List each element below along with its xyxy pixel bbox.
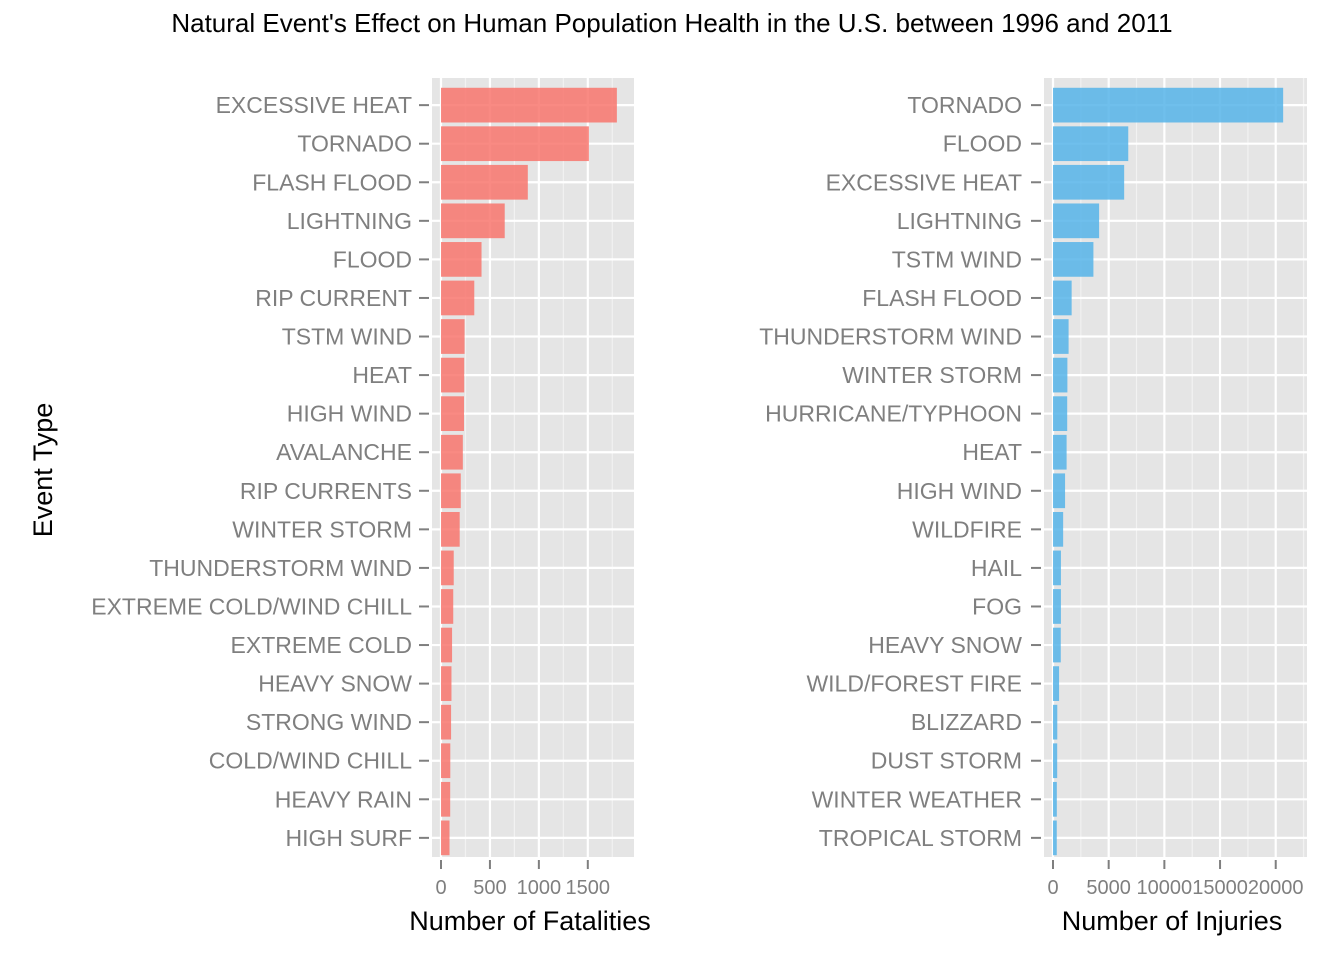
bar-16: [1053, 666, 1060, 701]
category-label: WINTER STORM: [842, 362, 1022, 388]
category-label: LIGHTNING: [897, 208, 1022, 234]
category-label: STRONG WIND: [246, 709, 412, 735]
category-label: TSTM WIND: [892, 246, 1022, 272]
x-axis-title: Number of Injuries: [1062, 906, 1283, 936]
category-label: FLASH FLOOD: [252, 169, 412, 195]
category-label: AVALANCHE: [276, 439, 412, 465]
panels: EXCESSIVE HEAT TORNADO FLASH FLOOD LIGHTNIN…: [91, 78, 1307, 936]
y-axis-title: Event Type: [28, 403, 58, 538]
category-label: EXTREME COLD: [231, 632, 412, 658]
x-tick-label: 15000: [1192, 877, 1248, 899]
bar-12: [1053, 511, 1064, 547]
category-label: HEAVY RAIN: [275, 786, 412, 812]
bar-13: [1053, 550, 1061, 586]
bar-13: [441, 550, 454, 586]
category-label: FLASH FLOOD: [862, 285, 1022, 311]
bar-10: [1053, 434, 1067, 470]
x-tick-label: 1500: [566, 877, 611, 899]
category-label: WILDFIRE: [912, 516, 1022, 542]
category-label: TORNADO: [907, 92, 1022, 118]
category-label: HIGH WIND: [287, 401, 412, 427]
x-tick-label: 1000: [517, 877, 562, 899]
bar-6: [1053, 280, 1072, 316]
category-label: EXCESSIVE HEAT: [826, 169, 1022, 195]
category-label: HEAT: [352, 362, 412, 388]
category-label: COLD/WIND CHILL: [209, 748, 412, 774]
bar-15: [1053, 627, 1061, 663]
x-axis-title: Number of Fatalities: [409, 906, 651, 936]
category-label: HEAVY SNOW: [258, 671, 412, 697]
category-label: BLIZZARD: [911, 709, 1022, 735]
bar-11: [1053, 473, 1066, 509]
x-tick-label: 20000: [1248, 877, 1304, 899]
bar-5: [441, 242, 482, 277]
category-label: RIP CURRENTS: [240, 478, 412, 504]
category-label: THUNDERSTORM WIND: [759, 324, 1022, 350]
x-tick-label: 10000: [1137, 877, 1193, 899]
category-label: HIGH SURF: [286, 825, 413, 851]
bar-18: [1053, 743, 1058, 779]
category-label: HIGH WIND: [897, 478, 1022, 504]
bar-4: [441, 203, 505, 239]
bar-4: [1053, 203, 1100, 239]
bar-6: [441, 280, 475, 316]
bar-5: [1053, 242, 1094, 277]
bar-2: [1053, 126, 1129, 162]
x-tick-label: 5000: [1086, 877, 1131, 899]
bar-18: [441, 743, 451, 779]
bar-19: [441, 781, 451, 817]
bar-1: [1053, 87, 1284, 123]
category-label: WINTER WEATHER: [812, 786, 1022, 812]
x-tick-label: 500: [473, 877, 506, 899]
category-label: THUNDERSTORM WIND: [149, 555, 412, 581]
category-label: TORNADO: [297, 131, 412, 157]
category-label: HEAT: [962, 439, 1022, 465]
bar-1: [441, 87, 617, 123]
bar-8: [441, 357, 465, 393]
category-label: EXCESSIVE HEAT: [216, 92, 412, 118]
bar-17: [441, 704, 452, 740]
bar-15: [441, 627, 453, 663]
category-label: FLOOD: [943, 131, 1022, 157]
category-label: FLOOD: [333, 246, 412, 272]
bar-19: [1053, 781, 1057, 817]
category-label: RIP CURRENT: [255, 285, 412, 311]
bar-12: [441, 511, 460, 547]
bar-7: [1053, 319, 1069, 354]
panel-2: TORNADO FLOOD EXCESSIVE HEAT LIGHTNING TSTM …: [759, 78, 1307, 936]
category-label: DUST STORM: [871, 748, 1022, 774]
category-label: WILD/FOREST FIRE: [806, 671, 1022, 697]
bar-3: [441, 164, 528, 200]
category-label: LIGHTNING: [287, 208, 412, 234]
bar-17: [1053, 704, 1058, 740]
x-tick-label: 0: [435, 877, 446, 899]
category-label: TSTM WIND: [282, 324, 412, 350]
bar-14: [1053, 589, 1061, 624]
bar-7: [441, 319, 465, 354]
bar-10: [441, 434, 463, 470]
panel-1: EXCESSIVE HEAT TORNADO FLASH FLOOD LIGHTNIN…: [91, 78, 651, 936]
bar-14: [441, 589, 454, 624]
category-label: WINTER STORM: [232, 516, 412, 542]
bar-20: [1053, 820, 1057, 856]
category-label: EXTREME COLD/WIND CHILL: [91, 593, 412, 619]
bar-20: [441, 820, 450, 856]
bar-2: [441, 126, 589, 162]
category-label: HEAVY SNOW: [868, 632, 1022, 658]
chart-title: Natural Event's Effect on Human Populati…: [171, 8, 1172, 38]
bar-9: [1053, 396, 1068, 432]
category-label: HAIL: [971, 555, 1022, 581]
category-label: FOG: [972, 593, 1022, 619]
bar-9: [441, 396, 464, 432]
category-label: HURRICANE/TYPHOON: [765, 401, 1022, 427]
bar-11: [441, 473, 461, 509]
x-tick-label: 0: [1047, 877, 1058, 899]
bar-8: [1053, 357, 1068, 393]
bar-16: [441, 666, 452, 701]
category-label: TROPICAL STORM: [819, 825, 1022, 851]
bar-3: [1053, 164, 1125, 200]
